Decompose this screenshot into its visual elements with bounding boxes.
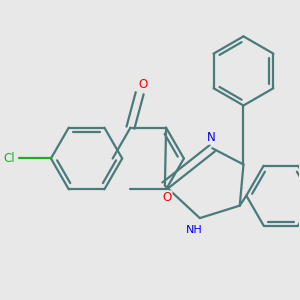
Text: Cl: Cl [3,152,14,165]
Text: NH: NH [186,225,203,235]
Text: O: O [138,78,148,91]
Text: N: N [207,131,216,144]
Text: O: O [162,191,172,204]
